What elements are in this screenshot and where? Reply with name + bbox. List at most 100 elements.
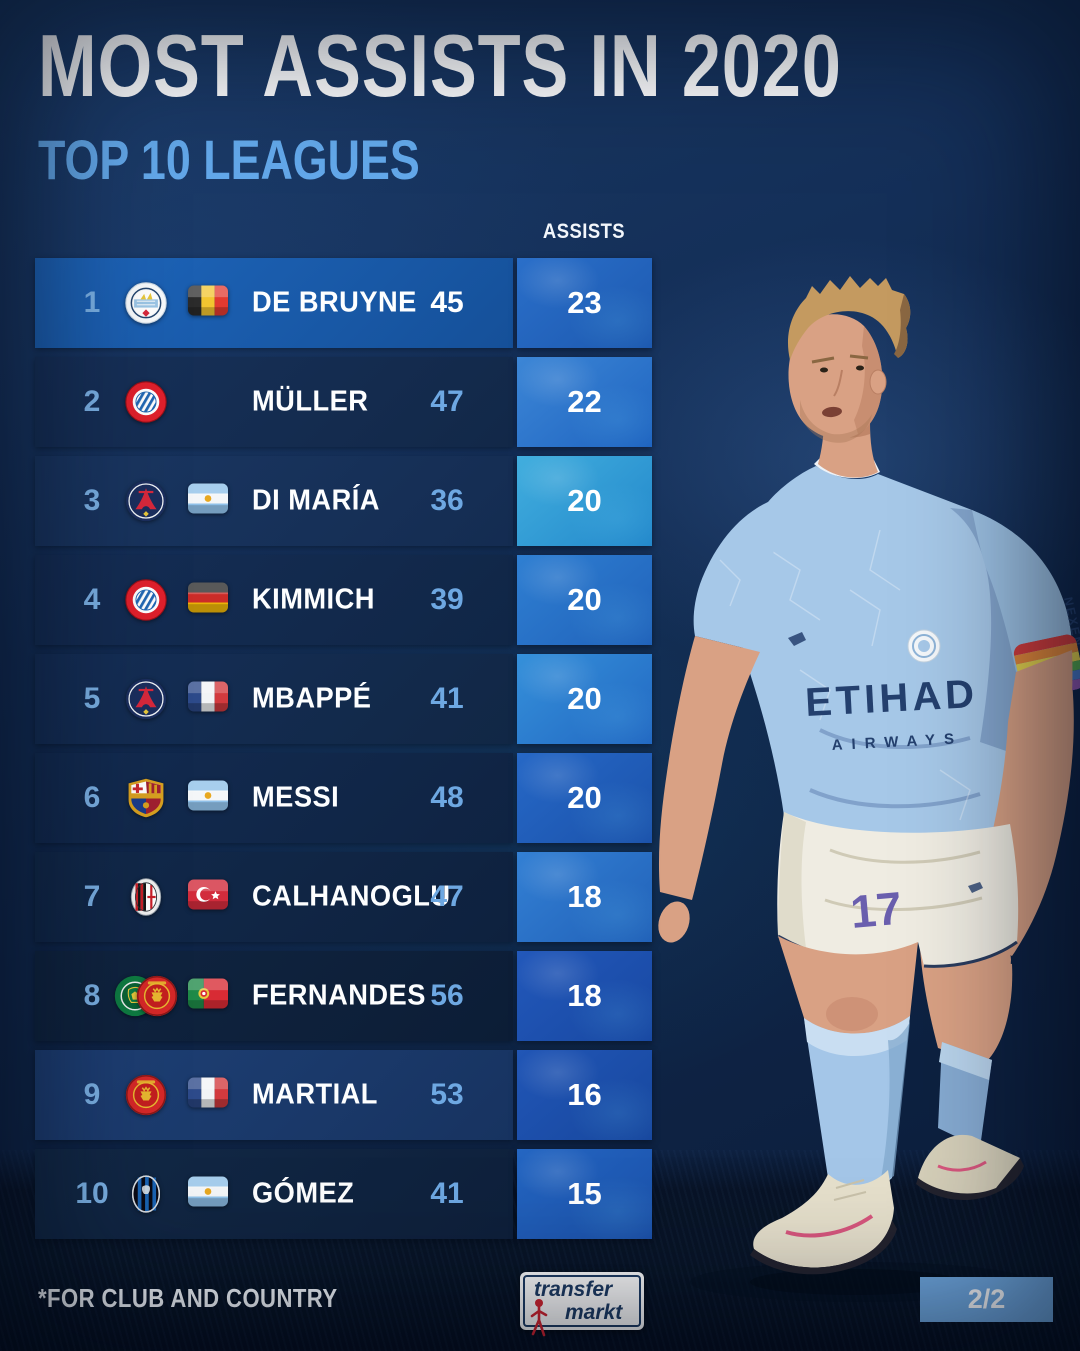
table-row: 1 DE BRUYNE 45 23 bbox=[35, 258, 655, 348]
logo-text-line2: markt bbox=[565, 1301, 623, 1324]
bayern-munich-crest bbox=[124, 578, 168, 622]
row-player-cell: 3 DI MARÍA 36 bbox=[35, 456, 513, 546]
page-title: MOST ASSISTS IN 2020 bbox=[38, 16, 842, 115]
psg-crest bbox=[124, 479, 168, 523]
table-row: 2 MÜLLER 47 22 bbox=[35, 357, 655, 447]
assists-value: 16 bbox=[567, 1077, 602, 1112]
rank-label: 9 bbox=[83, 1078, 101, 1111]
games-value: 56 bbox=[430, 979, 464, 1012]
games-value: 47 bbox=[430, 385, 464, 418]
games-value: 41 bbox=[430, 682, 464, 715]
row-player-cell: 2 MÜLLER 47 bbox=[35, 357, 513, 447]
assists-cell: 20 bbox=[517, 753, 652, 843]
assists-value: 15 bbox=[567, 1176, 602, 1211]
nationality-flag bbox=[188, 1177, 228, 1212]
page-subtitle: TOP 10 LEAGUES bbox=[38, 128, 420, 191]
atalanta-crest bbox=[124, 1172, 168, 1216]
club-crests bbox=[124, 776, 168, 820]
nationality-flag bbox=[188, 1078, 228, 1113]
assists-cell: 23 bbox=[517, 258, 652, 348]
row-player-cell: 1 DE BRUYNE 45 bbox=[35, 258, 513, 348]
player-name: KIMMICH bbox=[252, 583, 375, 616]
games-value: 36 bbox=[430, 484, 464, 517]
rank-label: 7 bbox=[83, 880, 101, 913]
page-number-badge: 2/2 bbox=[920, 1277, 1053, 1322]
assists-cell: 18 bbox=[517, 951, 652, 1041]
nationality-flag bbox=[188, 484, 228, 519]
games-value: 53 bbox=[430, 1078, 464, 1111]
rank-label: 10 bbox=[75, 1177, 109, 1210]
ac-milan-crest bbox=[124, 875, 168, 919]
row-player-cell: 7 CALHANOGLU 47 bbox=[35, 852, 513, 942]
row-player-cell: 6 MESSI 48 bbox=[35, 753, 513, 843]
barcelona-crest bbox=[124, 776, 168, 820]
shorts-number: 17 bbox=[848, 882, 904, 938]
player-name: MBAPPÉ bbox=[252, 682, 372, 715]
table-row: 7 CALHANOGLU 47 18 bbox=[35, 852, 655, 942]
assists-value: 20 bbox=[567, 681, 602, 716]
table-row: 4 KIMMICH 39 20 bbox=[35, 555, 655, 645]
player-name: MARTIAL bbox=[252, 1078, 378, 1111]
argentina-flag bbox=[188, 1177, 228, 1207]
rank-label: 1 bbox=[83, 286, 101, 319]
assists-cell: 18 bbox=[517, 852, 652, 942]
player-name: DE BRUYNE bbox=[252, 286, 417, 319]
france-flag bbox=[188, 1078, 228, 1108]
assists-cell: 20 bbox=[517, 654, 652, 744]
rank-label: 3 bbox=[83, 484, 101, 517]
games-value: 48 bbox=[430, 781, 464, 814]
assists-cell: 20 bbox=[517, 456, 652, 546]
games-value: 47 bbox=[430, 880, 464, 913]
assists-cell: 16 bbox=[517, 1050, 652, 1140]
table-row: 8 FERNANDES 56 18 bbox=[35, 951, 655, 1041]
assists-column-header: ASSISTS bbox=[542, 220, 626, 243]
assists-table: 1 DE BRUYNE 45 23 2 MÜLLER 47 22 bbox=[35, 258, 655, 1248]
table-row: 6 MESSI 48 20 bbox=[35, 753, 655, 843]
transfermarkt-logo: transfer markt bbox=[520, 1272, 644, 1337]
club-crests bbox=[124, 479, 168, 523]
manchester-united-crest bbox=[124, 1073, 168, 1117]
row-player-cell: 4 KIMMICH 39 bbox=[35, 555, 513, 645]
psg-crest bbox=[124, 677, 168, 721]
nationality-flag bbox=[188, 583, 228, 618]
table-row: 9 MARTIAL 53 16 bbox=[35, 1050, 655, 1140]
row-player-cell: 8 FERNANDES 56 bbox=[35, 951, 513, 1041]
portugal-flag bbox=[188, 979, 228, 1009]
germany-flag bbox=[188, 583, 228, 613]
jersey-sponsor-sub-text: AIRWAYS bbox=[831, 730, 963, 754]
manchester-united-crest bbox=[135, 974, 179, 1018]
club-crests bbox=[124, 677, 168, 721]
nationality-flag bbox=[188, 682, 228, 717]
assists-value: 22 bbox=[567, 384, 602, 419]
player-name: MÜLLER bbox=[252, 385, 369, 418]
assists-value: 20 bbox=[567, 483, 602, 518]
assists-value: 18 bbox=[567, 978, 602, 1013]
assists-value: 23 bbox=[567, 285, 602, 320]
transfermarkt-logo-frame: transfer markt bbox=[523, 1275, 641, 1327]
games-value: 41 bbox=[430, 1177, 464, 1210]
logo-text-line1: transfer bbox=[534, 1278, 613, 1301]
rank-label: 6 bbox=[83, 781, 101, 814]
club-crests bbox=[124, 875, 168, 919]
assists-cell: 22 bbox=[517, 357, 652, 447]
table-row: 3 DI MARÍA 36 20 bbox=[35, 456, 655, 546]
belgium-flag bbox=[188, 286, 228, 316]
kevin-de-bruyne-photo: ETIHAD AIRWAYS NEXEN Captain bbox=[658, 276, 1080, 1302]
club-crests bbox=[124, 1172, 168, 1216]
page-number-label: 2/2 bbox=[967, 1284, 1006, 1314]
nationality-flag bbox=[188, 781, 228, 816]
player-name: DI MARÍA bbox=[252, 484, 380, 517]
nationality-flag bbox=[188, 286, 228, 321]
rank-label: 5 bbox=[83, 682, 101, 715]
club-crests bbox=[124, 281, 168, 325]
manchester-city-crest bbox=[124, 281, 168, 325]
rank-label: 2 bbox=[83, 385, 101, 418]
player-name: MESSI bbox=[252, 781, 340, 814]
club-crests bbox=[124, 380, 168, 424]
rank-label: 4 bbox=[83, 583, 101, 616]
assists-value: 20 bbox=[567, 780, 602, 815]
club-crests bbox=[124, 1073, 168, 1117]
rank-label: 8 bbox=[83, 979, 101, 1012]
club-crests bbox=[124, 578, 168, 622]
assists-cell: 20 bbox=[517, 555, 652, 645]
